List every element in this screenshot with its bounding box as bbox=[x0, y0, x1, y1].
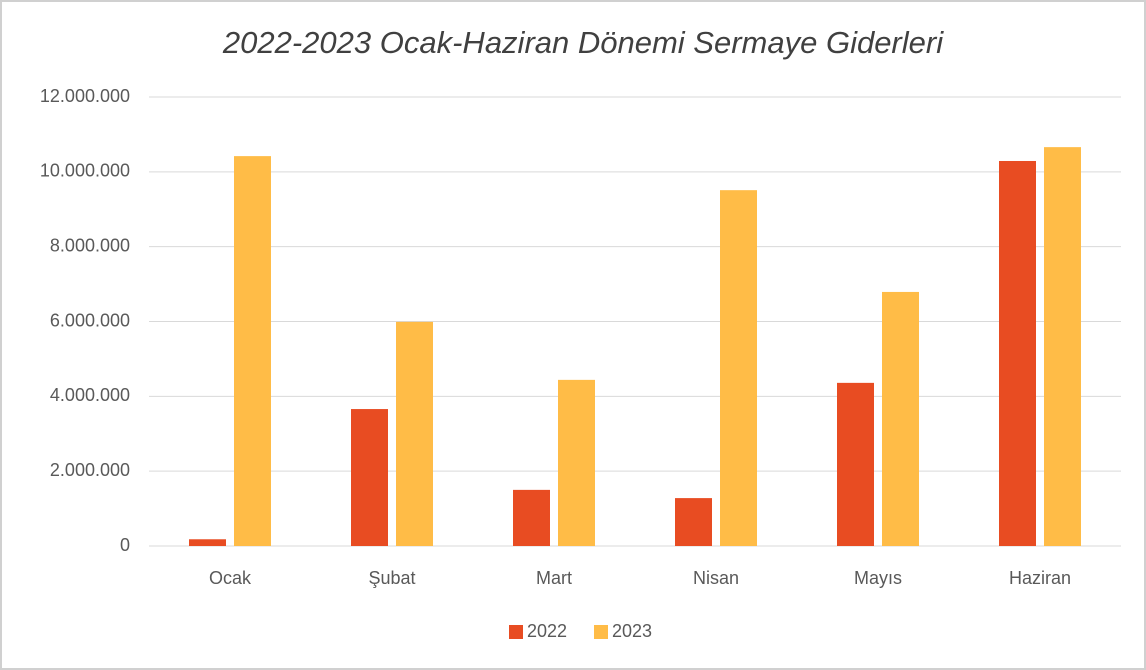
bar bbox=[513, 489, 550, 546]
legend-swatch bbox=[594, 625, 608, 639]
bar bbox=[234, 156, 271, 546]
x-tick-label: Nisan bbox=[693, 568, 739, 588]
y-tick-label: 6.000.000 bbox=[50, 310, 130, 330]
x-tick-label: Ocak bbox=[209, 568, 252, 588]
bar bbox=[396, 321, 433, 546]
y-tick-label: 0 bbox=[120, 535, 130, 555]
legend-swatch bbox=[509, 625, 523, 639]
x-tick-label: Mart bbox=[536, 568, 572, 588]
bar bbox=[351, 409, 388, 546]
bar bbox=[1044, 147, 1081, 546]
y-tick-label: 2.000.000 bbox=[50, 460, 130, 480]
y-tick-label: 4.000.000 bbox=[50, 385, 130, 405]
bar bbox=[882, 291, 919, 546]
y-tick-label: 8.000.000 bbox=[50, 235, 130, 255]
legend-label: 2022 bbox=[527, 621, 567, 641]
bar bbox=[558, 379, 595, 546]
bar bbox=[837, 382, 874, 546]
x-tick-label: Mayıs bbox=[854, 568, 902, 588]
x-tick-label: Şubat bbox=[368, 568, 415, 588]
y-tick-label: 12.000.000 bbox=[40, 86, 130, 106]
chart-title: 2022-2023 Ocak-Haziran Dönemi Sermaye Gi… bbox=[222, 25, 944, 60]
bar bbox=[189, 539, 226, 546]
bar bbox=[720, 190, 757, 547]
bar bbox=[999, 160, 1036, 547]
bar bbox=[675, 498, 712, 546]
legend-label: 2023 bbox=[612, 621, 652, 641]
y-tick-label: 10.000.000 bbox=[40, 161, 130, 181]
x-tick-label: Haziran bbox=[1009, 568, 1071, 588]
